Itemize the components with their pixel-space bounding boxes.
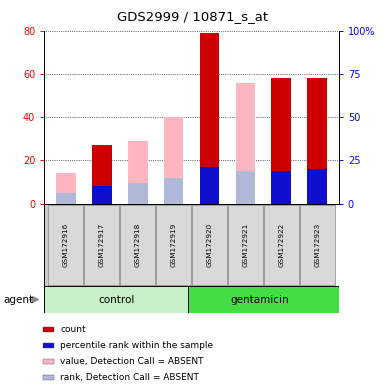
Bar xyxy=(307,169,327,204)
Text: count: count xyxy=(60,325,86,334)
Bar xyxy=(44,286,188,313)
FancyBboxPatch shape xyxy=(120,205,155,285)
FancyBboxPatch shape xyxy=(192,205,227,285)
Bar xyxy=(188,286,339,313)
Text: gentamicin: gentamicin xyxy=(231,295,289,305)
Text: value, Detection Call = ABSENT: value, Detection Call = ABSENT xyxy=(60,357,204,366)
Bar xyxy=(271,170,291,204)
Bar xyxy=(271,78,291,204)
Text: GSM172922: GSM172922 xyxy=(278,223,285,267)
Text: GSM172919: GSM172919 xyxy=(171,223,177,267)
Bar xyxy=(92,186,112,204)
Bar xyxy=(43,327,54,332)
Bar xyxy=(199,167,219,204)
Text: control: control xyxy=(98,295,134,305)
FancyBboxPatch shape xyxy=(48,205,84,285)
FancyBboxPatch shape xyxy=(156,205,191,285)
FancyBboxPatch shape xyxy=(264,205,299,285)
Text: GSM172921: GSM172921 xyxy=(243,223,248,267)
FancyBboxPatch shape xyxy=(300,205,335,285)
Bar xyxy=(92,145,112,204)
Bar xyxy=(164,177,184,204)
Text: GSM172917: GSM172917 xyxy=(99,223,105,267)
Text: GDS2999 / 10871_s_at: GDS2999 / 10871_s_at xyxy=(117,10,268,23)
Text: GSM172923: GSM172923 xyxy=(314,223,320,267)
Bar xyxy=(307,78,327,204)
Text: GSM172920: GSM172920 xyxy=(206,223,213,267)
Text: agent: agent xyxy=(4,295,34,305)
Bar xyxy=(56,193,76,204)
Bar xyxy=(199,33,219,204)
Bar xyxy=(236,170,255,204)
Bar xyxy=(43,359,54,364)
Bar xyxy=(128,183,147,204)
Bar xyxy=(128,141,147,204)
Bar xyxy=(43,375,54,380)
FancyBboxPatch shape xyxy=(228,205,263,285)
Bar xyxy=(236,83,255,204)
Bar xyxy=(56,173,76,204)
Bar xyxy=(164,117,184,204)
Text: GSM172916: GSM172916 xyxy=(63,223,69,267)
Bar xyxy=(43,343,54,348)
Text: rank, Detection Call = ABSENT: rank, Detection Call = ABSENT xyxy=(60,373,199,382)
Text: percentile rank within the sample: percentile rank within the sample xyxy=(60,341,213,350)
Text: GSM172918: GSM172918 xyxy=(135,223,141,267)
FancyBboxPatch shape xyxy=(84,205,119,285)
